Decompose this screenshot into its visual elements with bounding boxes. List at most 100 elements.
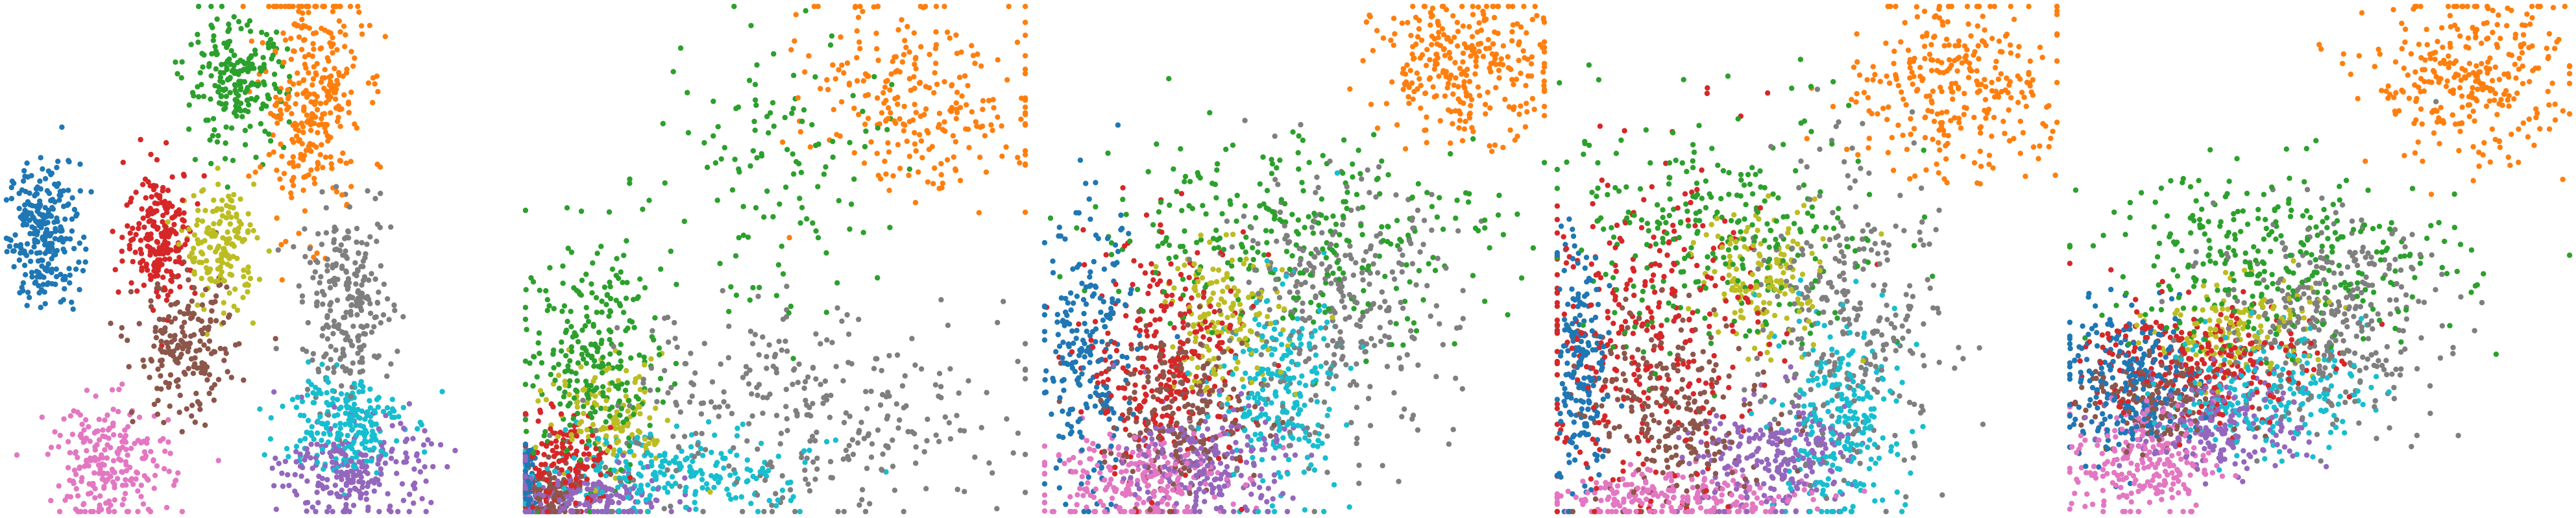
scatter-point: [853, 3, 858, 10]
scatter-point: [176, 410, 182, 415]
scatter-point: [864, 406, 870, 412]
scatter-point: [335, 412, 341, 418]
scatter-point: [786, 310, 792, 316]
scatter-point: [236, 225, 242, 231]
scatter-point: [241, 274, 247, 280]
scatter-point: [1206, 299, 1212, 304]
scatter-point: [1466, 24, 1472, 30]
scatter-point: [369, 458, 374, 464]
scatter-point: [746, 381, 752, 387]
scatter-point: [790, 171, 797, 177]
scatter-point: [1265, 508, 1271, 515]
scatter-point: [1452, 108, 1459, 114]
scatter-point: [367, 301, 373, 306]
scatter-point: [428, 441, 435, 447]
scatter-point: [242, 142, 249, 148]
scatter-point: [124, 202, 130, 208]
scatter-point: [310, 400, 316, 406]
scatter-point: [119, 234, 125, 240]
scatter-point: [343, 310, 349, 315]
scatter-point: [393, 438, 400, 444]
scatter-point: [934, 81, 940, 88]
scatter-point: [796, 161, 802, 167]
scatter-point: [27, 258, 34, 264]
scatter-point: [221, 310, 226, 316]
scatter-point: [593, 427, 599, 434]
scatter-point: [1075, 264, 1080, 270]
scatter-point: [1003, 144, 1009, 150]
scatter-point: [1246, 279, 1252, 286]
scatter-point: [295, 394, 300, 401]
scatter-point: [531, 486, 537, 491]
scatter-point: [245, 269, 251, 275]
scatter-point: [904, 138, 910, 144]
scatter-point: [746, 77, 753, 84]
scatter-point: [846, 443, 852, 449]
scatter-point: [169, 203, 175, 209]
scatter-point: [230, 254, 236, 260]
scatter-point: [81, 427, 87, 433]
scatter-point: [673, 454, 679, 460]
scatter-point: [14, 452, 20, 458]
scatter-point: [260, 40, 265, 46]
scatter-point: [637, 404, 642, 410]
scatter-point: [45, 451, 51, 458]
scatter-point: [932, 45, 939, 51]
scatter-point: [936, 439, 942, 445]
scatter-point: [195, 84, 200, 90]
scatter-point: [250, 320, 256, 326]
scatter-point: [165, 205, 171, 211]
scatter-point: [718, 156, 724, 162]
scatter-point: [580, 397, 586, 403]
scatter-point: [793, 12, 799, 18]
scatter-point: [219, 213, 226, 219]
scatter-point: [298, 394, 304, 401]
scatter-point: [949, 82, 954, 89]
scatter-point: [65, 439, 71, 445]
scatter-point: [240, 3, 246, 10]
scatter-point: [266, 152, 272, 158]
scatter-point: [897, 116, 903, 122]
scatter-point: [616, 460, 622, 465]
scatter-point: [648, 431, 653, 438]
scatter-point: [640, 376, 646, 382]
scatter-point: [565, 245, 571, 251]
scatter-point: [67, 272, 73, 278]
scatter-point: [334, 469, 339, 475]
scatter-point: [913, 460, 919, 466]
scatter-point: [1091, 467, 1097, 473]
scatter-point: [66, 158, 71, 164]
scatter-point: [803, 476, 808, 482]
scatter-point: [299, 141, 305, 147]
scatter-point: [247, 222, 253, 228]
scatter-point: [304, 508, 310, 514]
scatter-point: [290, 154, 296, 160]
scatter-point: [522, 304, 529, 310]
scatter-point: [315, 500, 321, 506]
scatter-point: [300, 156, 306, 163]
scatter-point: [364, 458, 370, 464]
scatter-point: [1416, 267, 1422, 274]
scatter-point: [810, 220, 816, 226]
scatter-point: [367, 23, 372, 29]
scatter-point: [1271, 472, 1278, 478]
scatter-point: [645, 482, 651, 488]
scatter-point: [205, 346, 211, 352]
scatter-point: [215, 376, 222, 382]
scatter-point: [140, 456, 145, 462]
scatter-point: [330, 34, 335, 41]
scatter-point: [933, 432, 939, 438]
scatter-point: [841, 70, 847, 76]
scatter-point: [792, 366, 797, 372]
scatter-point: [62, 286, 67, 292]
scatter-point: [330, 395, 336, 401]
scatter-point: [615, 386, 622, 391]
scatter-point: [321, 85, 327, 92]
scatter-point: [287, 73, 293, 80]
scatter-point: [346, 443, 352, 449]
scatter-point: [522, 508, 529, 515]
scatter-point: [1116, 288, 1122, 295]
scatter-point: [1405, 93, 1411, 100]
scatter-point: [893, 401, 899, 407]
scatter-point: [165, 439, 171, 445]
